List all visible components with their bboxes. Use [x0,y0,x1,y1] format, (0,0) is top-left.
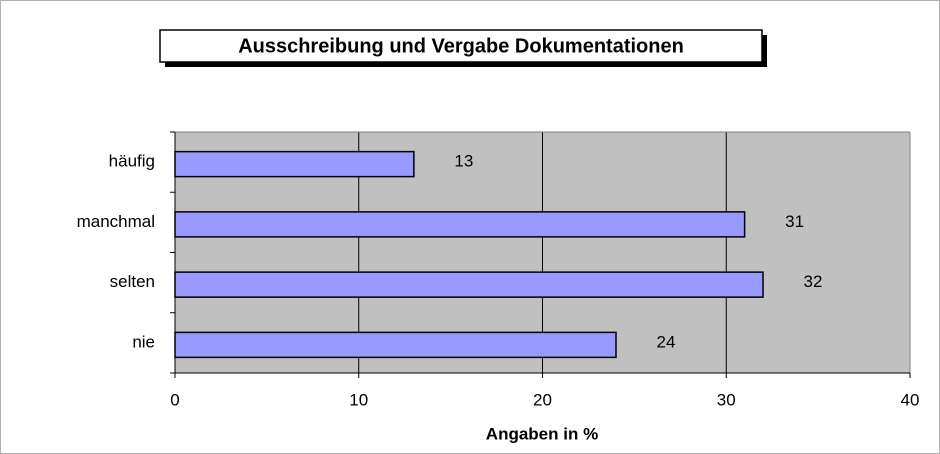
chart-title: Ausschreibung und Vergabe Dokumentatione… [238,35,684,57]
data-label: 32 [804,272,823,291]
x-axis-label: Angaben in % [486,424,598,443]
x-tick-label: 30 [717,390,736,409]
data-label: 31 [785,212,804,231]
bar [174,271,764,298]
x-tick-label: 10 [349,390,368,409]
x-tick-label: 20 [533,390,552,409]
data-label: 13 [454,152,473,171]
bar [174,331,617,359]
x-tick-label: 0 [170,390,179,409]
data-label: 24 [657,332,676,351]
x-tick-label: 40 [901,390,920,409]
y-tick-label: manchmal [77,212,155,231]
y-tick-label: nie [132,332,155,351]
title-box [159,29,763,63]
y-tick-label: selten [110,272,155,291]
y-tick-label: häufig [109,152,155,171]
bar [174,150,415,178]
bar [174,211,746,238]
